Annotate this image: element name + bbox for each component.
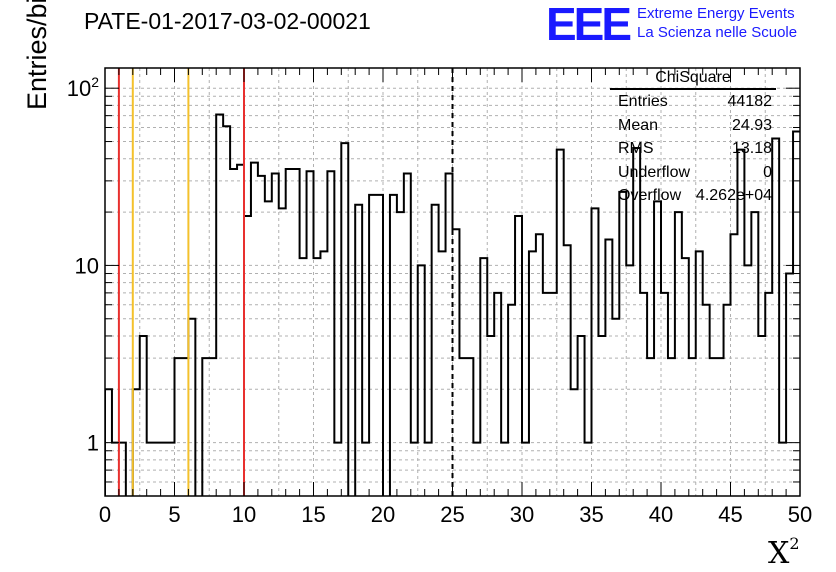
eee-logo-mark: EEE [546, 0, 632, 50]
histogram-line [105, 113, 800, 496]
stats-box: ChiSquare Entries 44182 Mean 24.93 RMS 1… [610, 68, 776, 208]
x-tick-label: 15 [301, 502, 325, 527]
stats-value: 13.18 [731, 140, 772, 157]
x-tick-label: 30 [510, 502, 534, 527]
y-axis-label: Entries/bin [22, 0, 52, 110]
y-tick-label: 1 [87, 431, 99, 456]
stats-row-overflow: Overflow 4.262e+04 [610, 184, 776, 208]
x-tick-label: 50 [788, 502, 812, 527]
stats-key: Entries [618, 93, 668, 110]
stats-row-rms: RMS 13.18 [610, 137, 776, 161]
stats-row-entries: Entries 44182 [610, 90, 776, 114]
axis-ticks [104, 68, 801, 496]
stats-value: 0 [763, 163, 772, 181]
x-tick-label: 25 [440, 502, 464, 527]
x-tick-label: 45 [718, 502, 742, 527]
logo-line-2: La Scienza nelle Scuole [637, 24, 798, 41]
stats-title: ChiSquare [610, 68, 776, 90]
stats-value: 24.93 [731, 116, 772, 134]
plot-title: PATE-01-2017-03-02-00021 [84, 8, 371, 34]
y-tick-label: 10 [75, 253, 99, 278]
x-tick-label: 0 [99, 502, 111, 527]
eee-logo-text: Extreme Energy Events La Scienza nelle S… [637, 4, 797, 42]
stats-key: Mean [618, 116, 659, 134]
x-axis-label-base: X [768, 536, 790, 571]
stats-row-mean: Mean 24.93 [610, 114, 776, 138]
y-tick-label-exp: 2 [91, 74, 99, 90]
x-tick-label: 40 [649, 502, 673, 527]
x-axis-label: X2 [768, 534, 800, 571]
stats-value: 44182 [727, 93, 773, 110]
logo-line-1: Extreme Energy Events [637, 5, 795, 22]
y-tick-label: 102 [67, 74, 99, 101]
stats-key: Underflow [618, 163, 691, 181]
x-axis-label-sup: 2 [789, 534, 800, 553]
x-tick-label: 10 [232, 502, 256, 527]
x-tick-label: 20 [371, 502, 395, 527]
stats-row-underflow: Underflow 0 [610, 161, 776, 185]
stats-key: Overflow [618, 187, 682, 204]
stats-key: RMS [618, 140, 654, 157]
x-tick-label: 5 [168, 502, 180, 527]
y-tick-label-base: 10 [67, 76, 91, 101]
stats-value: 4.262e+04 [695, 187, 772, 204]
grid [105, 68, 800, 496]
x-tick-label: 35 [579, 502, 603, 527]
